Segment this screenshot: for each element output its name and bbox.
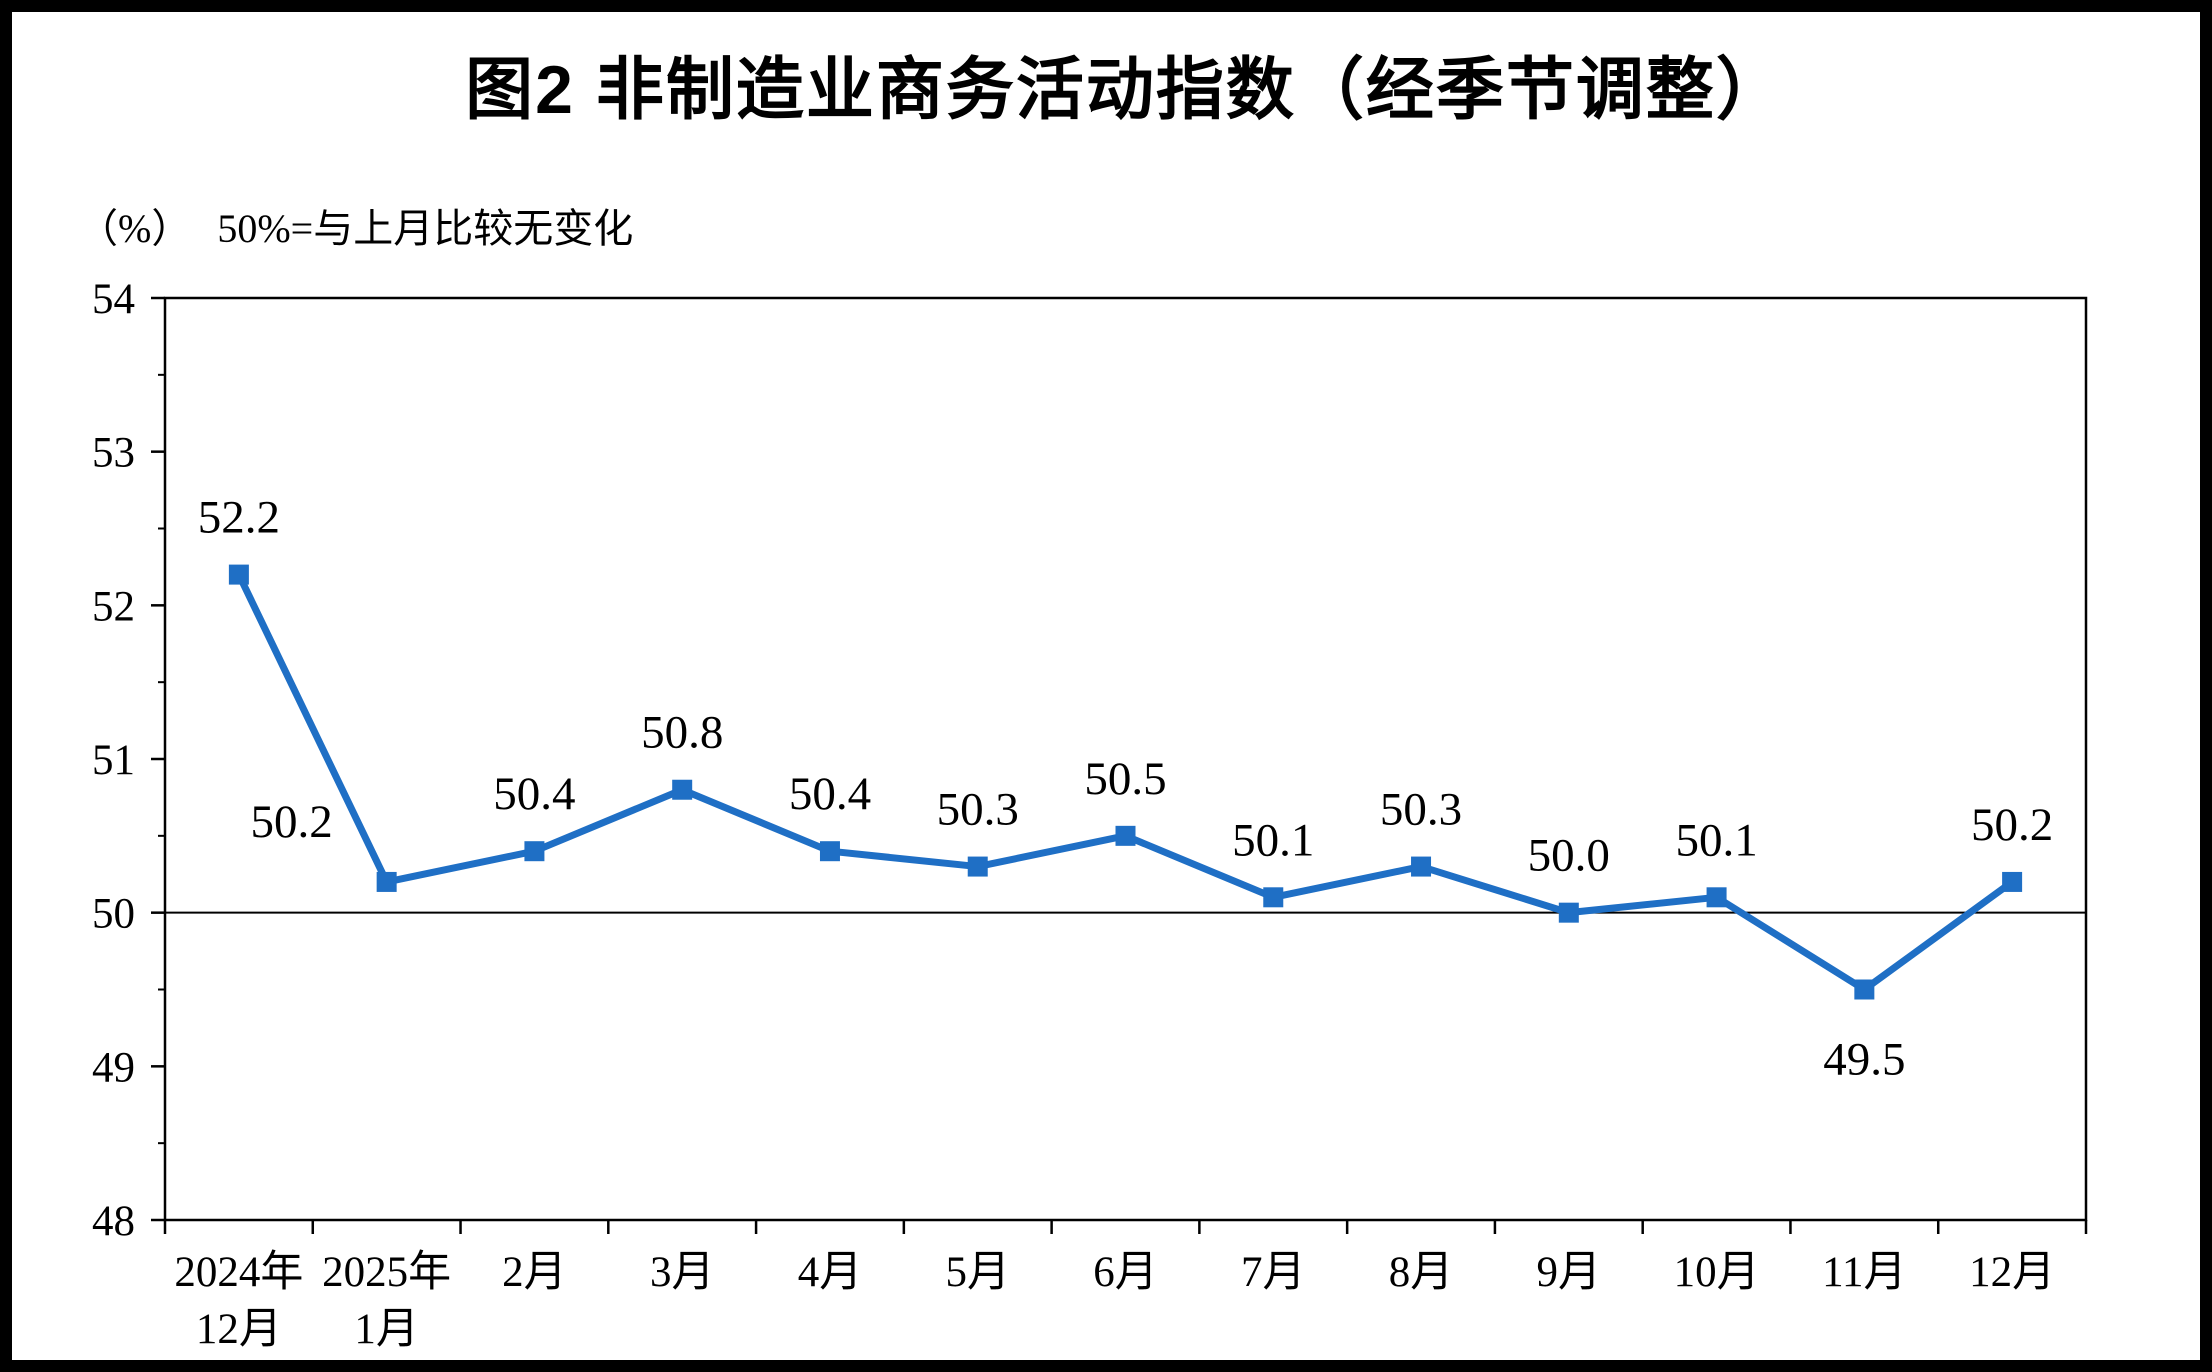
- data-point-label: 50.2: [251, 796, 333, 848]
- x-axis-category-label: 1月: [354, 1306, 419, 1353]
- data-point-marker: [1115, 825, 1136, 846]
- data-point-label: 50.1: [1232, 814, 1314, 866]
- data-point-marker: [1854, 979, 1875, 1000]
- data-point-label: 49.5: [1823, 1034, 1905, 1086]
- data-point-label: 50.0: [1528, 830, 1610, 882]
- chart-title: 图2 非制造业商务活动指数（经季节调整）: [465, 52, 1786, 128]
- data-point-label: 52.2: [198, 492, 280, 544]
- y-axis-tick-label: 52: [92, 583, 135, 630]
- x-axis-category-label: 7月: [1241, 1249, 1306, 1296]
- y-axis-tick-label: 48: [92, 1198, 135, 1245]
- x-axis-category-label: 2025年: [322, 1249, 451, 1296]
- x-axis-category-label: 3月: [650, 1249, 715, 1296]
- data-point-label: 50.4: [789, 768, 871, 820]
- data-point-marker: [672, 779, 693, 800]
- y-axis-tick-label: 49: [92, 1044, 135, 1091]
- chart-subtitle: （%） 50%=与上月比较无变化: [78, 196, 633, 254]
- x-axis-category-label: 10月: [1674, 1249, 1760, 1296]
- data-point-label: 50.2: [1971, 799, 2053, 851]
- x-axis-category-label: 11月: [1822, 1249, 1906, 1296]
- data-point-marker: [1411, 856, 1432, 877]
- reference-note-label: 50%=与上月比较无变化: [217, 206, 634, 251]
- y-axis-unit-label: （%）: [78, 206, 192, 251]
- x-axis-category-label: 8月: [1389, 1249, 1454, 1296]
- x-axis-category-label: 2024年: [174, 1249, 303, 1296]
- data-point-marker: [819, 841, 840, 862]
- y-axis-tick-label: 54: [92, 276, 135, 323]
- data-point-label: 50.1: [1675, 814, 1757, 866]
- x-axis-category-label: 6月: [1093, 1249, 1158, 1296]
- data-point-label: 50.3: [937, 784, 1019, 836]
- data-point-label: 50.5: [1084, 753, 1166, 805]
- y-axis-tick-label: 53: [92, 430, 135, 477]
- data-point-marker: [967, 856, 988, 877]
- data-point-marker: [2002, 871, 2023, 892]
- x-axis-category-label: 4月: [798, 1249, 863, 1296]
- x-axis-category-label: 2月: [502, 1249, 567, 1296]
- data-point-label: 50.4: [493, 768, 575, 820]
- data-point-marker: [524, 841, 545, 862]
- x-axis-category-label: 5月: [945, 1249, 1010, 1296]
- data-point-marker: [1263, 887, 1284, 908]
- y-axis-tick-label: 51: [92, 737, 135, 784]
- y-axis-tick-label: 50: [92, 891, 135, 938]
- data-point-label: 50.3: [1380, 784, 1462, 836]
- data-point-marker: [228, 564, 249, 585]
- data-point-marker: [1706, 887, 1727, 908]
- data-point-marker: [1558, 902, 1579, 923]
- x-axis-category-label: 9月: [1537, 1249, 1602, 1296]
- data-point-label: 50.8: [641, 707, 723, 759]
- x-axis-category-label: 12月: [196, 1306, 282, 1353]
- x-axis-category-label: 12月: [1969, 1249, 2055, 1296]
- data-point-marker: [376, 871, 397, 892]
